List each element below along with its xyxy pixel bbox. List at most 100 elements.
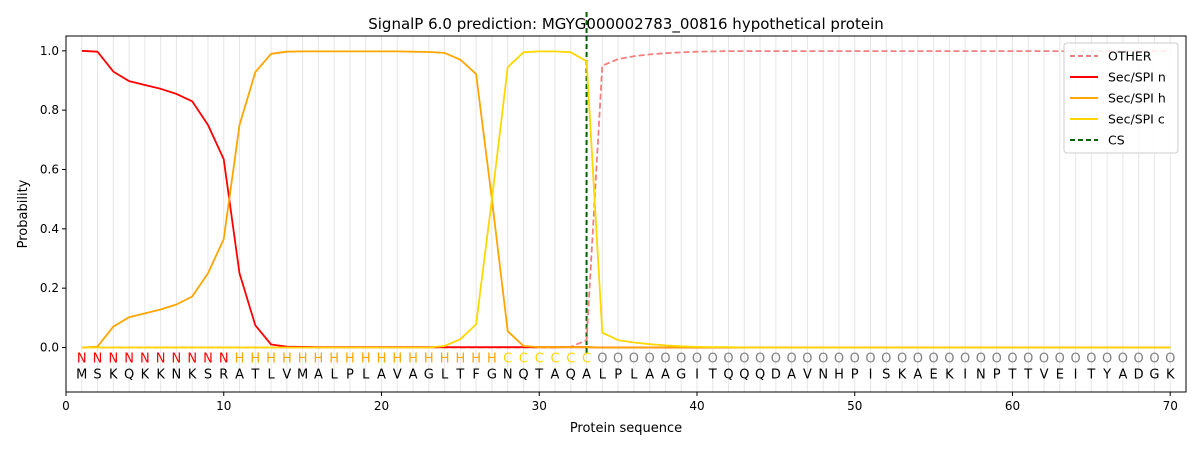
- region-label: H: [235, 351, 245, 366]
- region-label: O: [897, 351, 907, 366]
- legend-label: CS: [1108, 133, 1125, 148]
- region-label: C: [503, 351, 512, 366]
- region-label: O: [881, 351, 891, 366]
- region-label: O: [1165, 351, 1175, 366]
- residue-label: E: [1056, 368, 1064, 383]
- residue-label: P: [614, 368, 622, 383]
- residue-label: G: [676, 368, 686, 383]
- x-tick-label: 40: [689, 399, 704, 413]
- plot-frame: [65, 35, 1187, 393]
- region-label: O: [692, 351, 702, 366]
- residue-label: T: [534, 368, 543, 383]
- region-label: H: [314, 351, 324, 366]
- residue-label: K: [141, 368, 150, 383]
- region-label: O: [645, 351, 655, 366]
- residue-label: M: [76, 368, 87, 383]
- sequence-labels: NMNSNKNQNKNKNNNKNSNRHAHTHLHVHMHAHLHPHLHA…: [76, 351, 1175, 382]
- series-line-sec-spi-h: [81, 50, 1171, 349]
- residue-label: S: [204, 368, 212, 383]
- region-label: N: [219, 351, 229, 366]
- region-label: O: [613, 351, 623, 366]
- series-line-sec-spi-c: [81, 50, 1171, 349]
- x-axis-ticks: 0 10 20 30 40 50 60 70: [62, 392, 1178, 413]
- region-label: N: [93, 351, 103, 366]
- region-label: H: [392, 351, 402, 366]
- y-tick-label: 0.0: [40, 341, 59, 355]
- residue-label: A: [645, 368, 654, 383]
- residue-label: L: [630, 368, 638, 383]
- residue-label: N: [172, 368, 182, 383]
- region-label: N: [172, 351, 182, 366]
- region-label: O: [787, 351, 797, 366]
- region-label: O: [771, 351, 781, 366]
- region-label: O: [723, 351, 733, 366]
- residue-label: R: [219, 368, 228, 383]
- region-label: C: [582, 351, 591, 366]
- residue-label: L: [441, 368, 449, 383]
- residue-label: P: [851, 368, 859, 383]
- region-label: H: [266, 351, 276, 366]
- region-label: O: [1086, 351, 1096, 366]
- residue-label: K: [945, 368, 954, 383]
- residue-label: E: [929, 368, 937, 383]
- region-label: O: [676, 351, 686, 366]
- y-axis-ticks: 0.0 0.2 0.4 0.6 0.8 1.0: [40, 44, 66, 355]
- residue-label: A: [913, 368, 922, 383]
- residue-label: A: [377, 368, 386, 383]
- x-tick-label: 70: [1163, 399, 1178, 413]
- region-label: H: [455, 351, 465, 366]
- region-label: O: [1055, 351, 1065, 366]
- region-label: O: [802, 351, 812, 366]
- residue-label: V: [393, 368, 402, 383]
- region-label: N: [124, 351, 134, 366]
- residue-label: K: [1166, 368, 1175, 383]
- residue-label: G: [1149, 368, 1159, 383]
- series-line-sec-spi-n: [81, 49, 1171, 349]
- chart-title: SignalP 6.0 prediction: MGYG000002783_00…: [368, 15, 884, 34]
- region-label: O: [1039, 351, 1049, 366]
- y-tick-label: 0.4: [40, 222, 59, 236]
- residue-label: I: [695, 368, 699, 383]
- residue-label: Q: [723, 368, 733, 383]
- residue-label: M: [297, 368, 308, 383]
- region-label: O: [755, 351, 765, 366]
- region-label: N: [156, 351, 166, 366]
- region-label: N: [187, 351, 197, 366]
- residue-label: T: [708, 368, 717, 383]
- region-label: O: [1102, 351, 1112, 366]
- region-label: C: [566, 351, 575, 366]
- residue-label: F: [472, 368, 479, 383]
- y-tick-label: 1.0: [40, 44, 59, 58]
- residue-label: A: [551, 368, 560, 383]
- region-label: O: [850, 351, 860, 366]
- residue-label: V: [1040, 368, 1049, 383]
- residue-label: A: [787, 368, 796, 383]
- region-label: O: [976, 351, 986, 366]
- legend-label: Sec/SPI n: [1108, 70, 1166, 85]
- residue-label: P: [346, 368, 354, 383]
- region-label: N: [203, 351, 213, 366]
- region-label: O: [865, 351, 875, 366]
- residue-label: L: [331, 368, 339, 383]
- region-label: H: [408, 351, 418, 366]
- residue-label: A: [661, 368, 670, 383]
- region-label: N: [140, 351, 150, 366]
- region-label: O: [1007, 351, 1017, 366]
- x-tick-label: 20: [374, 399, 389, 413]
- residue-label: T: [455, 368, 464, 383]
- residue-label: T: [1008, 368, 1017, 383]
- residue-label: P: [993, 368, 1001, 383]
- region-label: H: [282, 351, 292, 366]
- region-label: O: [597, 351, 607, 366]
- region-label: O: [834, 351, 844, 366]
- residue-label: N: [818, 368, 828, 383]
- region-label: H: [440, 351, 450, 366]
- residue-label: K: [156, 368, 165, 383]
- legend: OTHER Sec/SPI n Sec/SPI h Sec/SPI c CS: [1063, 42, 1179, 154]
- region-label: O: [992, 351, 1002, 366]
- region-label: H: [487, 351, 497, 366]
- y-tick-label: 0.6: [40, 163, 59, 177]
- residue-label: K: [188, 368, 197, 383]
